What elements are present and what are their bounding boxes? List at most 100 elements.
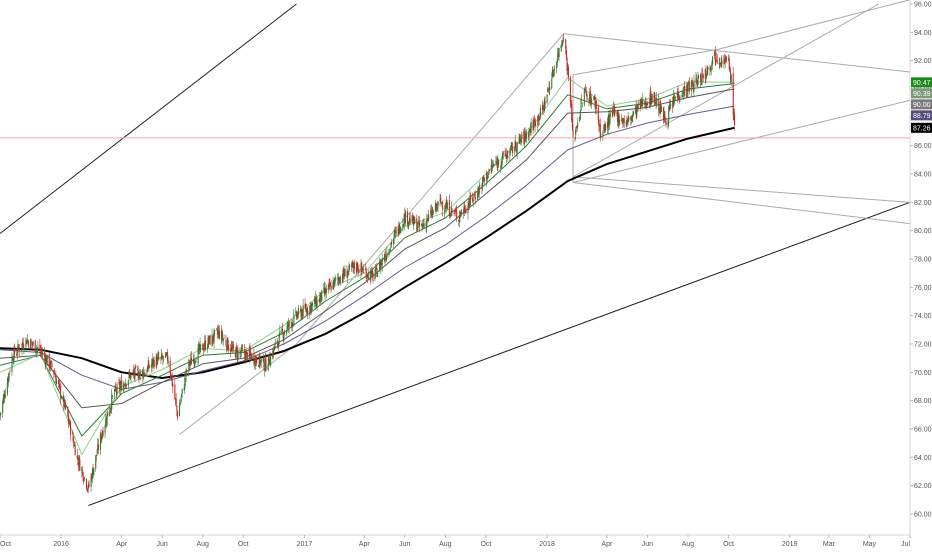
candle-body xyxy=(456,211,458,219)
candle-body xyxy=(81,468,83,472)
candle-body xyxy=(244,353,246,360)
candle-body xyxy=(523,131,526,144)
candle-body xyxy=(705,71,707,77)
candle-body xyxy=(693,80,695,91)
candle-body xyxy=(46,356,48,364)
x-tick-label: Jul xyxy=(901,541,910,548)
candle-body xyxy=(125,382,127,388)
candle-body xyxy=(533,120,535,128)
candle-body xyxy=(406,211,409,225)
candle-body xyxy=(203,347,205,349)
candle-body xyxy=(353,262,355,270)
candle-body xyxy=(613,107,615,108)
candle-body xyxy=(194,361,197,363)
candle-body xyxy=(384,256,386,261)
candle-body xyxy=(478,187,480,194)
candle-body xyxy=(250,354,252,361)
candle-body xyxy=(101,435,103,440)
candle-body xyxy=(301,309,304,317)
candle-body xyxy=(143,371,145,378)
candle-body xyxy=(516,142,518,153)
candle-body xyxy=(23,348,25,350)
candle-body xyxy=(413,216,415,225)
candle-body xyxy=(376,267,378,277)
candle-body xyxy=(563,39,565,41)
candle-body xyxy=(613,105,615,112)
candle-body xyxy=(486,172,488,181)
candle-body xyxy=(434,203,436,212)
candle-body xyxy=(676,92,678,99)
candle-body xyxy=(349,265,351,268)
candle-body xyxy=(448,200,450,216)
candle-body xyxy=(258,354,260,367)
candle-body xyxy=(444,208,446,210)
candle-body xyxy=(673,98,675,102)
candle-body xyxy=(105,418,107,427)
candle-body xyxy=(292,324,294,325)
candle-body xyxy=(614,109,616,114)
candle-body xyxy=(119,385,121,391)
candle-body xyxy=(505,155,507,157)
candle-body xyxy=(422,224,424,227)
candle-body xyxy=(369,273,371,281)
candle-body xyxy=(472,197,474,202)
candle-body xyxy=(488,170,490,171)
candle-body xyxy=(99,434,101,451)
candle-body xyxy=(723,58,725,64)
candle-body xyxy=(22,343,24,349)
candle-body xyxy=(371,270,373,274)
candle-body xyxy=(386,251,388,258)
candle-body xyxy=(310,303,312,312)
candle-body xyxy=(720,62,722,64)
candle-body xyxy=(153,359,155,364)
candle-body xyxy=(147,361,149,369)
candle-body xyxy=(733,112,735,115)
candle-body xyxy=(11,357,13,372)
candle-body xyxy=(436,207,438,209)
candle-body xyxy=(59,386,62,398)
candle-body xyxy=(250,351,252,356)
candle-body xyxy=(440,202,442,204)
candle-body xyxy=(198,344,201,351)
candle-body xyxy=(56,379,58,384)
candle-body xyxy=(206,347,208,350)
candle-body xyxy=(78,458,80,464)
candle-body xyxy=(532,120,534,130)
candle-body xyxy=(115,390,117,393)
candle-body xyxy=(529,129,532,132)
candle-body xyxy=(109,410,111,417)
candle-body xyxy=(427,214,429,221)
candle-body xyxy=(581,103,583,104)
candle-body xyxy=(73,440,75,447)
candle-body xyxy=(400,227,402,233)
candle-body xyxy=(342,269,344,282)
candle-body xyxy=(230,347,232,353)
candle-body xyxy=(118,381,120,384)
candle-body xyxy=(636,105,639,109)
candle-body xyxy=(663,112,665,119)
candle-body xyxy=(335,277,337,280)
candle-body xyxy=(121,380,123,391)
candle-body xyxy=(724,57,726,63)
candle-body xyxy=(195,361,197,363)
candle-body xyxy=(32,342,34,345)
candle-body xyxy=(665,121,667,125)
candle-body xyxy=(7,379,9,382)
candle-body xyxy=(323,287,325,294)
candle-body xyxy=(484,179,486,182)
candle-body xyxy=(518,137,520,144)
candle-body xyxy=(678,94,680,99)
candle-body xyxy=(357,270,359,272)
candle-body xyxy=(488,172,490,175)
candle-body xyxy=(474,195,476,196)
price-tag-box xyxy=(911,99,932,110)
series-line xyxy=(0,83,735,437)
candle-body xyxy=(274,342,276,345)
candle-body xyxy=(467,204,469,214)
candle-body xyxy=(470,195,472,200)
y-tick-label: 62.00 xyxy=(914,483,932,490)
candle-body xyxy=(544,101,546,106)
candle-body xyxy=(151,359,153,363)
